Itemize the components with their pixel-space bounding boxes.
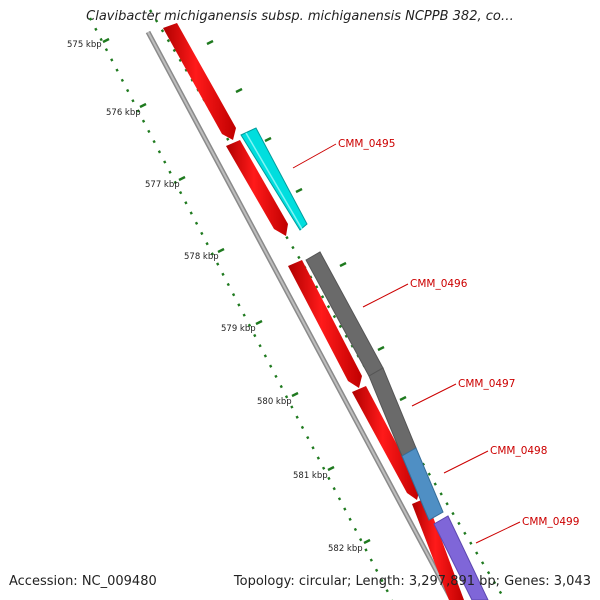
cds-arrow	[352, 386, 420, 500]
gene-label-cmm-0499[interactable]: CMM_0499	[522, 516, 579, 528]
gene-leaders	[292, 143, 521, 544]
gene-block-highlight	[245, 132, 303, 230]
cds-arrow	[226, 140, 288, 236]
tick-label: 575 kbp	[67, 40, 102, 50]
tick-label: 578 kbp	[184, 252, 219, 262]
gene-label-cmm-0498[interactable]: CMM_0498	[490, 445, 547, 457]
tick-label: 580 kbp	[257, 397, 292, 407]
backbone-inner	[147, 31, 453, 600]
gene-label-cmm-0495[interactable]: CMM_0495	[338, 138, 395, 150]
cds-arrow	[412, 498, 464, 600]
inner-major-ticks	[102, 37, 371, 545]
genome-summary-text: Topology: circular; Length: 3,297,891 bp…	[233, 574, 591, 589]
tick-label: 581 kbp	[293, 471, 328, 481]
tick-label: 579 kbp	[221, 324, 256, 334]
outer-major-ticks	[206, 39, 407, 402]
gene-block-cmm-0499[interactable]	[433, 515, 489, 600]
tick-label: 582 kbp	[328, 544, 363, 554]
tick-label: 577 kbp	[145, 180, 180, 190]
cds-arrow	[163, 23, 236, 140]
cds-arrow	[288, 260, 362, 388]
gene-label-cmm-0497[interactable]: CMM_0497	[458, 378, 515, 390]
gene-label-cmm-0496[interactable]: CMM_0496	[410, 278, 468, 290]
tick-label: 576 kbp	[106, 108, 141, 118]
gene-block-cmm-0498[interactable]	[401, 447, 444, 521]
map-title: Clavibacter michiganensis subsp. michiga…	[86, 9, 514, 24]
accession-text: Accession: NC_009480	[9, 574, 157, 589]
